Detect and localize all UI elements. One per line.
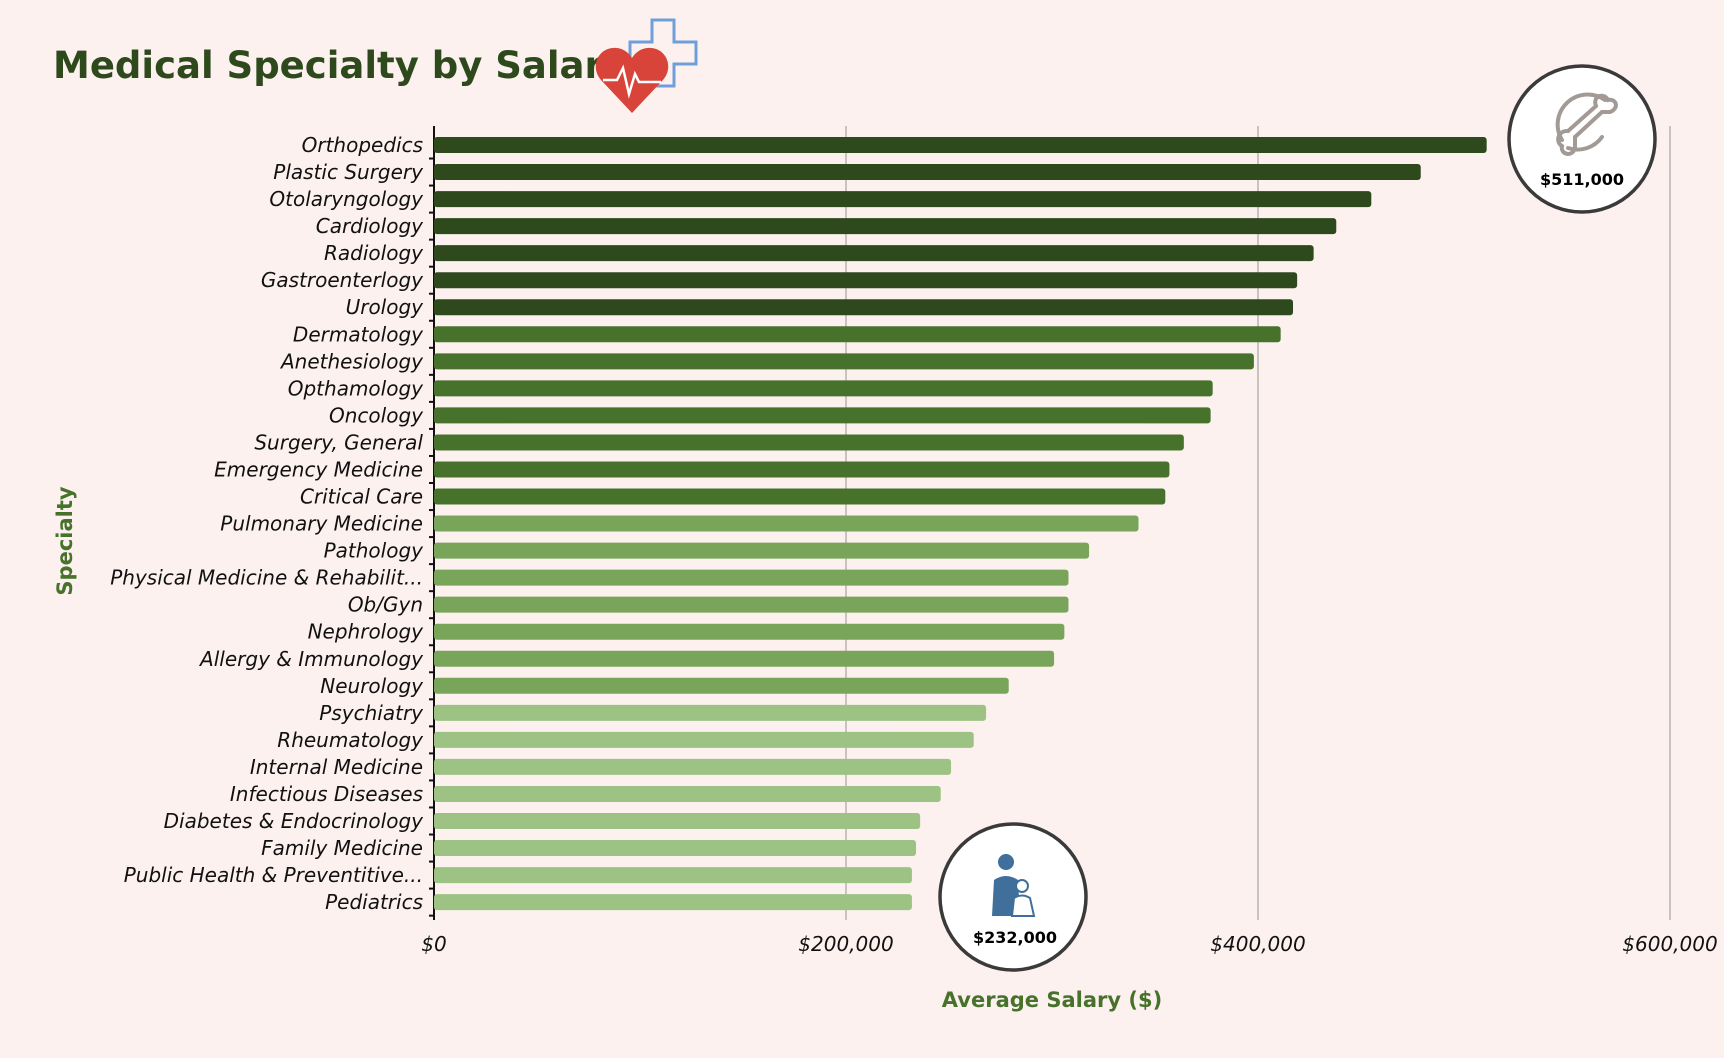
svg-text:$232,000: $232,000	[973, 928, 1057, 947]
category-label: Urology	[346, 295, 425, 319]
bar	[434, 758, 952, 775]
category-label: Dermatology	[293, 322, 424, 346]
category-label: Family Medicine	[261, 836, 423, 860]
bone-icon	[1555, 92, 1618, 156]
svg-text:$511,000: $511,000	[1540, 170, 1624, 189]
category-label: Public Health & Preventitive...	[124, 863, 423, 887]
category-label: Anethesiology	[279, 349, 424, 373]
bar	[434, 353, 1254, 370]
x-tick-label: $400,000	[1210, 932, 1305, 956]
category-label: Pulmonary Medicine	[220, 512, 423, 536]
bar	[434, 650, 1055, 667]
category-label: Gastroenterlogy	[261, 268, 424, 292]
bar	[434, 569, 1069, 586]
bar	[434, 623, 1065, 640]
bar	[434, 272, 1298, 289]
category-label: Diabetes & Endocrinology	[164, 809, 425, 833]
bar	[434, 596, 1069, 613]
bar	[434, 461, 1170, 478]
bar	[434, 380, 1213, 397]
category-label: Oncology	[329, 403, 424, 427]
category-label: Surgery, General	[254, 430, 423, 454]
x-tick-label: $0	[421, 932, 446, 956]
category-label: Orthopedics	[302, 133, 423, 157]
bar	[434, 218, 1337, 235]
bar	[434, 867, 912, 884]
category-label: Psychiatry	[319, 701, 424, 725]
category-label: Otolaryngology	[269, 187, 424, 211]
bar	[434, 299, 1294, 316]
category-label: Allergy & Immunology	[198, 647, 424, 671]
bar	[434, 245, 1314, 262]
bar	[434, 164, 1421, 181]
category-label: Physical Medicine & Rehabilit...	[110, 566, 423, 590]
category-label: Emergency Medicine	[214, 457, 423, 481]
category-label: Plastic Surgery	[273, 160, 424, 184]
bar	[434, 894, 912, 911]
bar	[434, 407, 1211, 424]
x-tick-label: $200,000	[798, 932, 893, 956]
bar	[434, 785, 941, 802]
category-label: Cardiology	[316, 214, 424, 238]
category-label: Ob/Gyn	[348, 593, 423, 617]
x-axis-label: Average Salary ($)	[942, 988, 1162, 1012]
bar	[434, 731, 974, 748]
category-label: Infectious Diseases	[230, 782, 423, 806]
category-label: Nephrology	[308, 620, 425, 644]
bar	[434, 704, 987, 721]
bar	[434, 434, 1184, 451]
category-label: Neurology	[320, 674, 424, 698]
category-label: Opthamology	[288, 376, 424, 400]
bar	[434, 191, 1372, 208]
y-axis-label: Specialty	[53, 486, 77, 595]
bar	[434, 840, 917, 857]
category-label: Radiology	[324, 241, 424, 265]
bar	[434, 488, 1166, 505]
heart-pulse-cross-icon	[595, 18, 698, 113]
category-label: Critical Care	[300, 485, 423, 509]
bar	[434, 542, 1090, 559]
category-label: Pathology	[324, 539, 425, 563]
bar	[434, 813, 921, 829]
bar	[434, 326, 1281, 343]
doctor-child-icon	[992, 854, 1036, 917]
chart-title: Medical Specialty by Salary	[53, 44, 627, 87]
annotation-pediatrics: $232,000	[938, 822, 1088, 972]
annotation-orthopedics: $511,000	[1507, 64, 1657, 214]
category-label: Pediatrics	[325, 890, 423, 914]
category-label: Internal Medicine	[250, 755, 423, 779]
x-tick-label: $600,000	[1622, 932, 1717, 956]
bar	[434, 515, 1139, 532]
bar	[434, 677, 1009, 694]
bar	[434, 137, 1487, 153]
category-label: Rheumatology	[277, 728, 424, 752]
